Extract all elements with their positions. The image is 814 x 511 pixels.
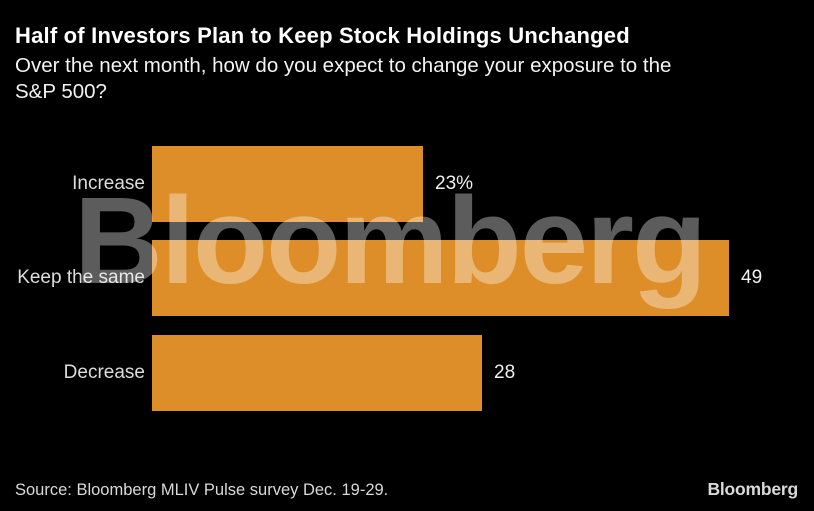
value-label: 28 xyxy=(494,362,516,383)
chart-subtitle-line2: S&P 500? xyxy=(15,80,107,103)
category-label: Increase xyxy=(72,173,145,194)
chart-subtitle: Over the next month, how do you expect t… xyxy=(15,53,805,105)
bloomberg-logo: Bloomberg xyxy=(707,479,798,499)
bar-keep-the-same xyxy=(152,240,729,316)
bar-row-increase: Increase 23% xyxy=(0,146,814,222)
bar-increase xyxy=(152,146,423,222)
value-label: 49 xyxy=(741,267,763,288)
source-text: Source: Bloomberg MLIV Pulse survey Dec.… xyxy=(15,481,389,499)
chart-subtitle-line1: Over the next month, how do you expect t… xyxy=(15,54,672,77)
chart-header: Half of Investors Plan to Keep Stock Hol… xyxy=(15,22,805,105)
value-label: 23% xyxy=(435,173,474,194)
category-label: Decrease xyxy=(63,362,145,383)
bar-row-keep-the-same: Keep the same 49 xyxy=(0,240,814,316)
category-label: Keep the same xyxy=(17,267,145,288)
bar-decrease xyxy=(152,335,482,411)
bar-row-decrease: Decrease 28 xyxy=(0,335,814,411)
chart-title: Half of Investors Plan to Keep Stock Hol… xyxy=(15,23,630,48)
